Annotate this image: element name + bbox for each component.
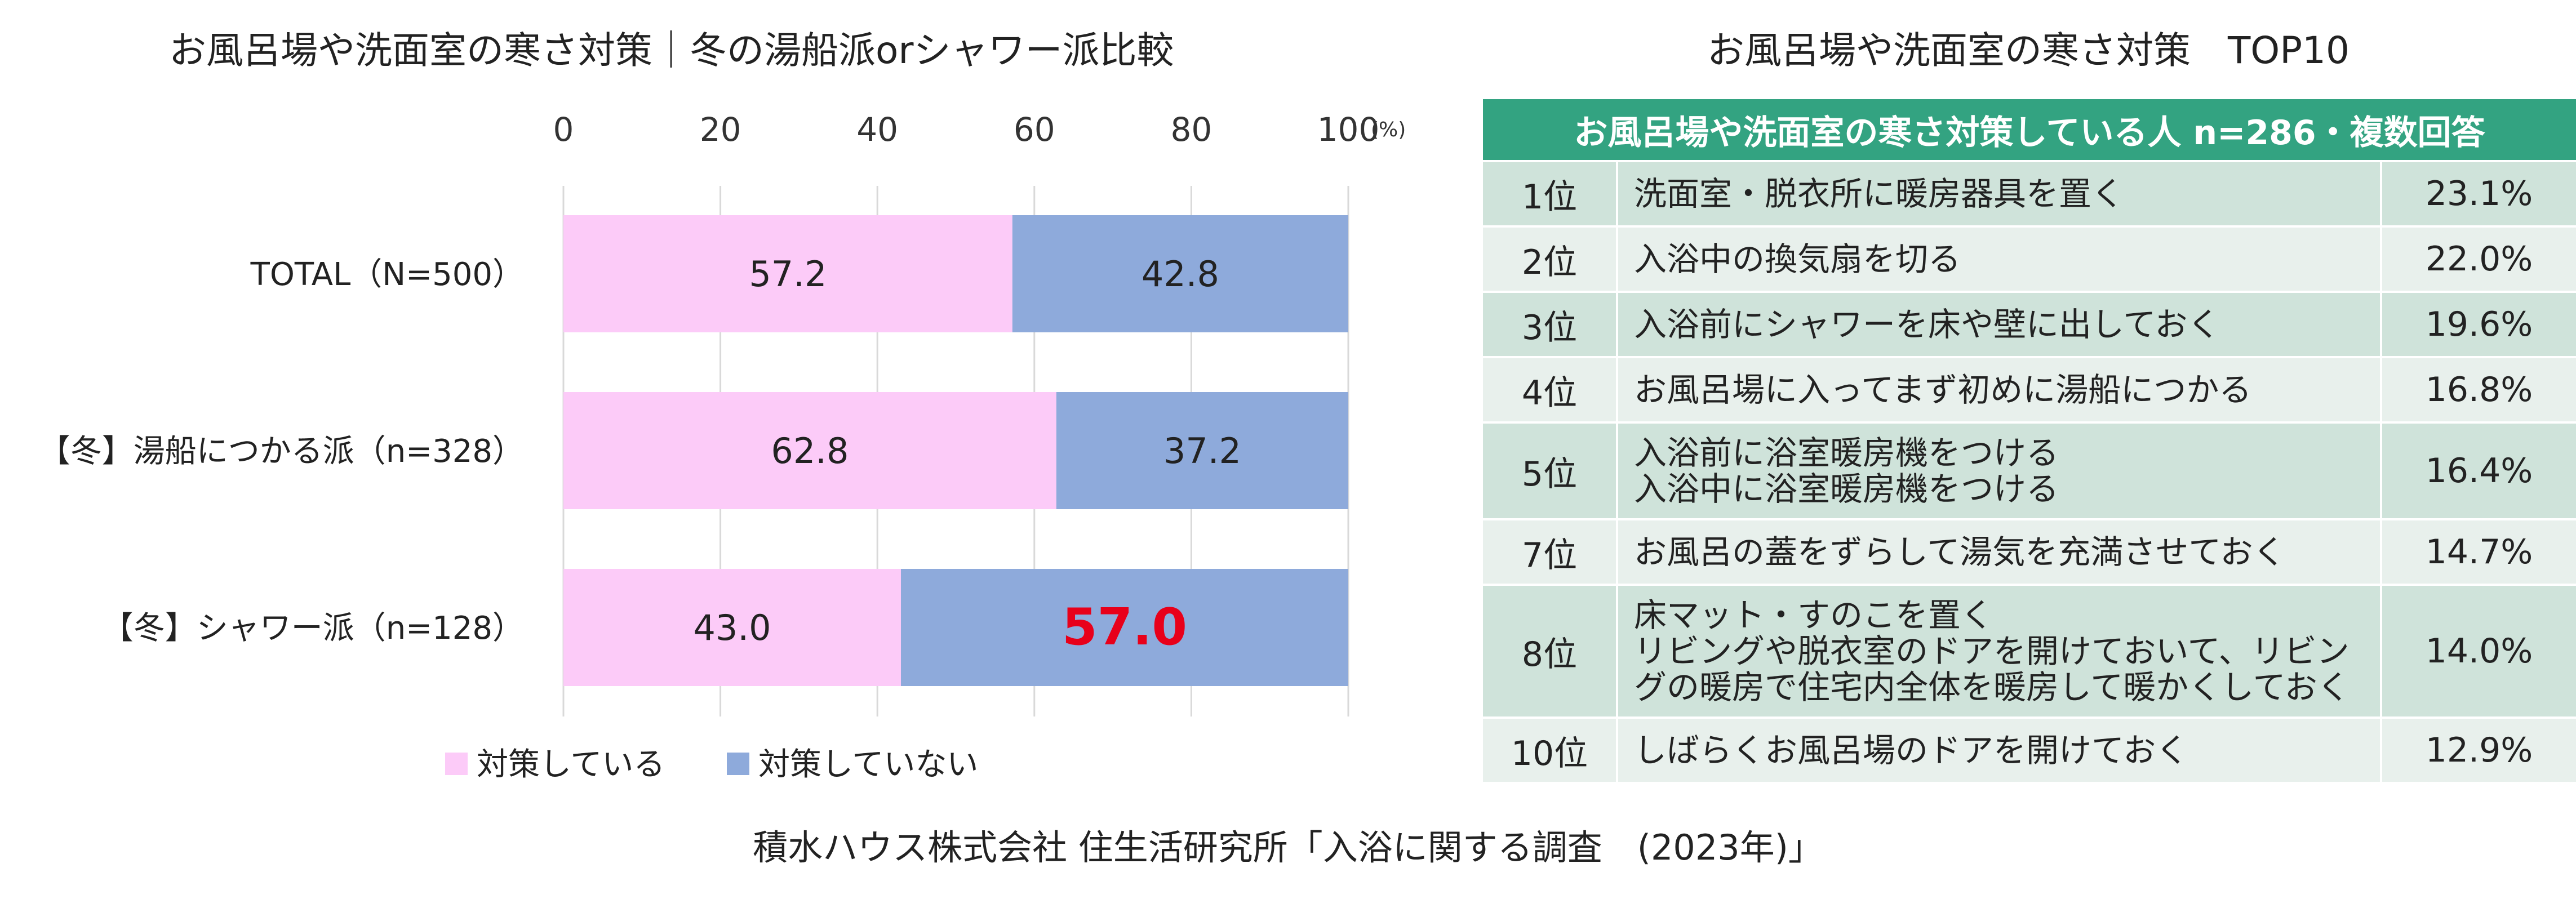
rank-cell: 4位 — [1481, 356, 1618, 424]
legend: 対策している 対策していない — [445, 746, 978, 783]
x-axis-ticks: 0 20 40 60 80 100(%) — [553, 110, 1406, 149]
table-title: お風呂場や洗面室の寒さ対策 TOP10 — [1707, 29, 2350, 72]
bar-segment — [563, 569, 901, 686]
bar-segment — [1012, 215, 1348, 332]
x-tick-label: 0 — [553, 110, 574, 149]
percent-cell: 14.7% — [2379, 518, 2576, 586]
data-label: 37.2 — [1163, 430, 1241, 471]
percent-cell: 14.0% — [2379, 584, 2576, 719]
item-cell: 床マット・すのこを置く リビングや脱衣室のドアを開けておいて、リビン グの暖房で住宅… — [1616, 584, 2382, 719]
item-text: 入浴前に浴室暖房機をつける — [1634, 434, 2059, 472]
data-label: 57.0 — [1062, 598, 1187, 657]
legend-swatch — [445, 753, 468, 775]
rank-cell: 3位 — [1481, 291, 1618, 358]
source-note: 積水ハウス株式会社 住生活研究所「入浴に関する調査 (2023年)」 — [753, 827, 1823, 868]
item-cell: お風呂の蓋をずらして湯気を充満させておく — [1616, 518, 2382, 586]
item-text: 入浴前にシャワーを床や壁に出しておく — [1634, 305, 2220, 344]
bar-segment — [563, 215, 1012, 332]
item-text: リビングや脱衣室のドアを開けておいて、リビン — [1634, 632, 2350, 670]
table-row: 10位 しばらくお風呂場のドアを開けておく 12.9% — [1481, 716, 2576, 784]
table-row: 3位 入浴前にシャワーを床や壁に出しておく 19.6% — [1481, 291, 2576, 358]
x-tick-label: 20 — [700, 110, 741, 149]
percent-cell: 16.8% — [2379, 356, 2576, 424]
item-text: お風呂の蓋をずらして湯気を充満させておく — [1634, 533, 2286, 571]
item-text: 入浴中の換気扇を切る — [1634, 240, 1961, 278]
percent-cell: 23.1% — [2379, 160, 2576, 228]
percent-cell: 16.4% — [2379, 421, 2576, 520]
table-row: 8位 床マット・すのこを置く リビングや脱衣室のドアを開けておいて、リビン グの暖房で… — [1481, 584, 2576, 719]
bar-segment — [1056, 392, 1348, 509]
item-cell: 入浴前にシャワーを床や壁に出しておく — [1616, 291, 2382, 358]
x-axis-unit: (%) — [1371, 118, 1406, 141]
data-label: 57.2 — [749, 253, 827, 295]
bars: 57.2 42.8 62.8 37.2 43.0 57.0 — [563, 215, 1348, 686]
data-label: 42.8 — [1142, 253, 1219, 295]
stacked-bar-chart: 57.2 42.8 62.8 37.2 43.0 57.0 0 20 40 60 80 100(%)… — [39, 110, 1406, 783]
legend-label: 対策している — [477, 746, 665, 783]
legend-label: 対策していない — [758, 746, 978, 783]
x-tick-label: 100 — [1317, 110, 1380, 149]
item-text: しばらくお風呂場のドアを開けておく — [1634, 731, 2189, 769]
category-label: TOTAL（N=500） — [250, 256, 524, 293]
x-tick-label: 60 — [1014, 110, 1055, 149]
legend-swatch — [727, 753, 749, 775]
table-row: 7位 お風呂の蓋をずらして湯気を充満させておく 14.7% — [1481, 518, 2576, 586]
rank-cell: 2位 — [1481, 225, 1618, 293]
table-row: 2位 入浴中の換気扇を切る 22.0% — [1481, 225, 2576, 293]
percent-cell: 19.6% — [2379, 291, 2576, 358]
percent-cell: 12.9% — [2379, 716, 2576, 784]
bar-segment — [563, 392, 1056, 509]
bar-segment — [900, 569, 1348, 686]
chart-title: お風呂場や洗面室の寒さ対策｜冬の湯船派orシャワー派比較 — [169, 29, 1174, 72]
item-text: 入浴中に浴室暖房機をつける — [1634, 470, 2059, 508]
item-cell: 入浴中の換気扇を切る — [1616, 225, 2382, 293]
table-row: 4位 お風呂場に入ってまず初めに湯船につかる 16.8% — [1481, 356, 2576, 424]
rank-cell: 10位 — [1481, 716, 1618, 784]
percent-cell: 22.0% — [2379, 225, 2576, 293]
item-cell: 洗面室・脱衣所に暖房器具を置く — [1616, 160, 2382, 228]
item-text: 洗面室・脱衣所に暖房器具を置く — [1634, 175, 2125, 213]
data-label: 62.8 — [771, 430, 849, 471]
item-text: お風呂場に入ってまず初めに湯船につかる — [1634, 371, 2252, 409]
rank-cell: 1位 — [1481, 160, 1618, 228]
x-tick-label: 40 — [856, 110, 898, 149]
ranking-table: お風呂場や洗面室の寒さ対策している人 n=286・複数回答 1位 洗面室・脱衣所に… — [1480, 97, 2576, 784]
item-cell: 入浴前に浴室暖房機をつける 入浴中に浴室暖房機をつける — [1616, 421, 2382, 520]
x-tick-label: 80 — [1170, 110, 1212, 149]
item-text: グの暖房で住宅内全体を暖房して暖かくしておく — [1634, 668, 2350, 706]
rank-cell: 8位 — [1481, 584, 1618, 719]
item-cell: しばらくお風呂場のドアを開けておく — [1616, 716, 2382, 784]
item-text: 床マット・すのこを置く — [1634, 596, 1994, 634]
item-cell: お風呂場に入ってまず初めに湯船につかる — [1616, 356, 2382, 424]
table-row: 1位 洗面室・脱衣所に暖房器具を置く 23.1% — [1481, 160, 2576, 228]
category-labels: TOTAL（N=500） 【冬】湯船につかる派（n=328） 【冬】シャワー派（n=… — [39, 256, 524, 647]
rank-cell: 5位 — [1481, 421, 1618, 520]
rank-cell: 7位 — [1481, 518, 1618, 586]
category-label: 【冬】シャワー派（n=128） — [102, 610, 524, 647]
table-row: 5位 入浴前に浴室暖房機をつける 入浴中に浴室暖房機をつける 16.4% — [1481, 421, 2576, 520]
table-header: お風呂場や洗面室の寒さ対策している人 n=286・複数回答 — [1480, 97, 2576, 162]
data-label: 43.0 — [693, 607, 771, 648]
category-label: 【冬】湯船につかる派（n=328） — [39, 433, 524, 470]
